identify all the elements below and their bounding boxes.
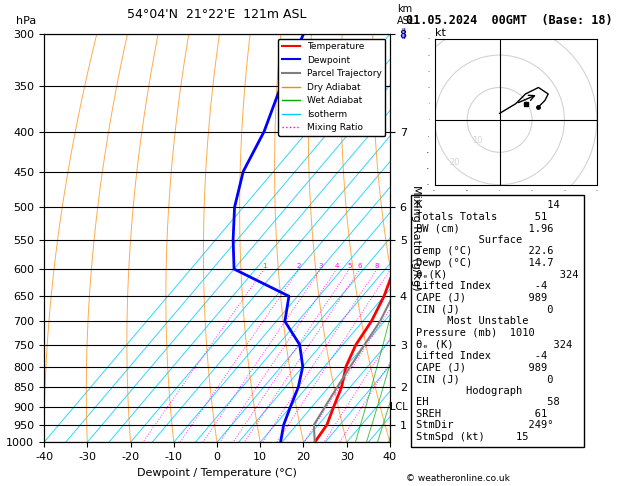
- Text: 10: 10: [472, 136, 482, 144]
- Text: 2: 2: [297, 263, 301, 269]
- Y-axis label: Mixing Ratio (g/kg): Mixing Ratio (g/kg): [411, 185, 421, 291]
- X-axis label: Dewpoint / Temperature (°C): Dewpoint / Temperature (°C): [137, 468, 297, 478]
- Text: 1: 1: [262, 263, 266, 269]
- Text: K                    14
Totals Totals      51
PW (cm)           1.96
          S: K 14 Totals Totals 51 PW (cm) 1.96 S: [416, 200, 579, 442]
- Text: 01.05.2024  00GMT  (Base: 18): 01.05.2024 00GMT (Base: 18): [406, 14, 612, 27]
- Title: 54°04'N  21°22'E  121m ASL: 54°04'N 21°22'E 121m ASL: [127, 7, 307, 20]
- Text: 4: 4: [335, 263, 339, 269]
- Text: 8: 8: [375, 263, 379, 269]
- Text: kt: kt: [435, 28, 446, 38]
- Text: 5: 5: [347, 263, 352, 269]
- Legend: Temperature, Dewpoint, Parcel Trajectory, Dry Adiabat, Wet Adiabat, Isotherm, Mi: Temperature, Dewpoint, Parcel Trajectory…: [278, 38, 386, 136]
- Text: km
ASL: km ASL: [397, 4, 415, 26]
- Text: 20: 20: [449, 158, 459, 167]
- Text: 3: 3: [318, 263, 323, 269]
- Text: ∥: ∥: [401, 29, 406, 39]
- Text: hPa: hPa: [16, 16, 36, 26]
- Text: 6: 6: [358, 263, 362, 269]
- Y-axis label: hPa: hPa: [0, 227, 1, 249]
- Text: LCL: LCL: [390, 401, 408, 412]
- Text: © weatheronline.co.uk: © weatheronline.co.uk: [406, 474, 509, 483]
